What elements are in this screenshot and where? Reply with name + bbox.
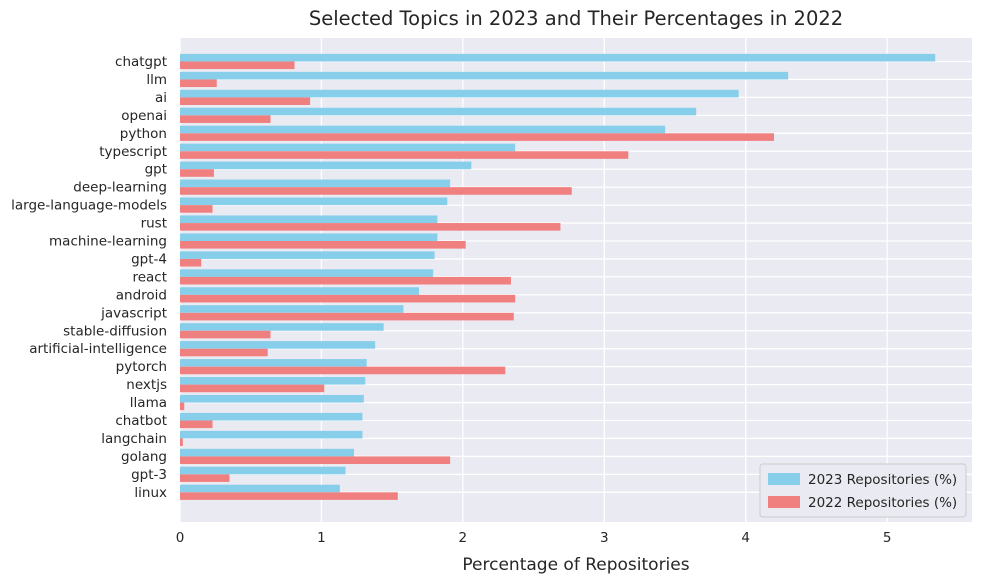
y-tick-label: large-language-models: [11, 198, 167, 214]
bar-2023: [180, 125, 666, 134]
x-tick-label: 4: [741, 530, 750, 546]
bar-2022: [180, 366, 506, 375]
y-tick-label: chatgpt: [115, 54, 167, 70]
legend-label-2023: 2023 Repositories (%): [808, 472, 957, 488]
bar-2022: [180, 276, 511, 285]
y-tick-label: openai: [121, 108, 167, 124]
x-tick-label: 3: [600, 530, 609, 546]
y-tick-label: golang: [121, 449, 167, 465]
bar-2023: [180, 466, 346, 475]
y-tick-label: gpt-3: [131, 467, 167, 483]
bar-2023: [180, 71, 789, 80]
x-tick-labels: 0 1 2 3 4 5: [176, 530, 892, 546]
bar-2023: [180, 323, 384, 331]
bar-2022: [180, 169, 214, 177]
bar-2022: [180, 348, 268, 357]
y-tick-label: nextjs: [126, 377, 167, 393]
bar-2022: [180, 402, 185, 411]
y-tick-label: chatbot: [115, 413, 167, 429]
bar-2022: [180, 420, 213, 429]
bar-group: [180, 53, 936, 500]
y-tick-label: langchain: [101, 431, 167, 447]
y-tick-label: javascript: [100, 305, 167, 321]
x-tick-label: 1: [317, 530, 326, 546]
bar-2022: [180, 61, 295, 70]
bar-2023: [180, 179, 451, 188]
legend: 2023 Repositories (%) 2022 Repositories …: [759, 463, 967, 518]
x-tick-label: 2: [459, 530, 468, 546]
y-tick-label: artificial-intelligence: [29, 341, 167, 357]
bar-2022: [180, 456, 451, 464]
bar-2023: [180, 305, 404, 313]
bar-2023: [180, 197, 448, 206]
y-tick-label: deep-learning: [73, 180, 167, 196]
bar-2022: [180, 294, 516, 303]
y-tick-label: llm: [146, 72, 167, 88]
bar-2023: [180, 161, 472, 170]
y-tick-label: react: [132, 269, 167, 285]
bar-2023: [180, 377, 366, 385]
bar-2023: [180, 53, 936, 62]
y-tick-label: linux: [134, 485, 167, 501]
y-tick-label: gpt-4: [131, 251, 167, 267]
bar-2022: [180, 151, 629, 159]
bar-2023: [180, 251, 435, 259]
bar-2022: [180, 79, 217, 88]
bar-2023: [180, 143, 516, 152]
y-tick-label: typescript: [99, 144, 167, 160]
bar-2022: [180, 312, 514, 321]
bar-2023: [180, 107, 697, 116]
y-tick-label: pytorch: [116, 359, 167, 375]
y-tick-label: llama: [130, 395, 167, 411]
bar-2023: [180, 394, 364, 403]
bar-2022: [180, 438, 183, 447]
bar-2022: [180, 187, 572, 195]
y-tick-label: python: [120, 126, 167, 142]
y-tick-label: android: [116, 287, 167, 303]
legend-swatch-2022: [768, 496, 800, 508]
bar-2023: [180, 448, 354, 457]
bar-2023: [180, 269, 434, 277]
bar-2022: [180, 241, 466, 249]
bar-2022: [180, 258, 202, 267]
y-tick-label: rust: [141, 216, 167, 232]
legend-label-2022: 2022 Repositories (%): [808, 495, 957, 511]
x-tick-label: 5: [883, 530, 892, 546]
bar-2023: [180, 412, 363, 421]
bar-2023: [180, 430, 363, 439]
y-tick-labels: chatgpt llm ai openai python typescript gpt dee…: [11, 54, 167, 501]
bar-2022: [180, 492, 398, 500]
bar-2023: [180, 215, 438, 224]
x-tick-label: 0: [176, 530, 185, 546]
bar-2022: [180, 133, 774, 141]
bar-2023: [180, 89, 739, 98]
x-axis-label: Percentage of Repositories: [462, 555, 689, 575]
bar-2023: [180, 359, 367, 367]
bar-2022: [180, 223, 561, 231]
y-tick-label: gpt: [145, 162, 167, 178]
bar-2022: [180, 97, 311, 105]
bar-2022: [180, 205, 213, 213]
legend-swatch-2023: [768, 473, 800, 485]
bar-2022: [180, 474, 230, 482]
bar-2023: [180, 341, 376, 349]
y-tick-label: ai: [155, 90, 167, 106]
bar-2023: [180, 233, 438, 241]
bar-2022: [180, 384, 325, 393]
bar-2023: [180, 484, 340, 493]
y-tick-label: stable-diffusion: [63, 323, 167, 339]
y-tick-label: machine-learning: [49, 234, 167, 250]
legend-box: [759, 463, 967, 518]
bar-2023: [180, 287, 420, 295]
bar-2022: [180, 330, 271, 339]
bar-2022: [180, 115, 271, 123]
chart-title: Selected Topics in 2023 and Their Percen…: [309, 7, 843, 30]
